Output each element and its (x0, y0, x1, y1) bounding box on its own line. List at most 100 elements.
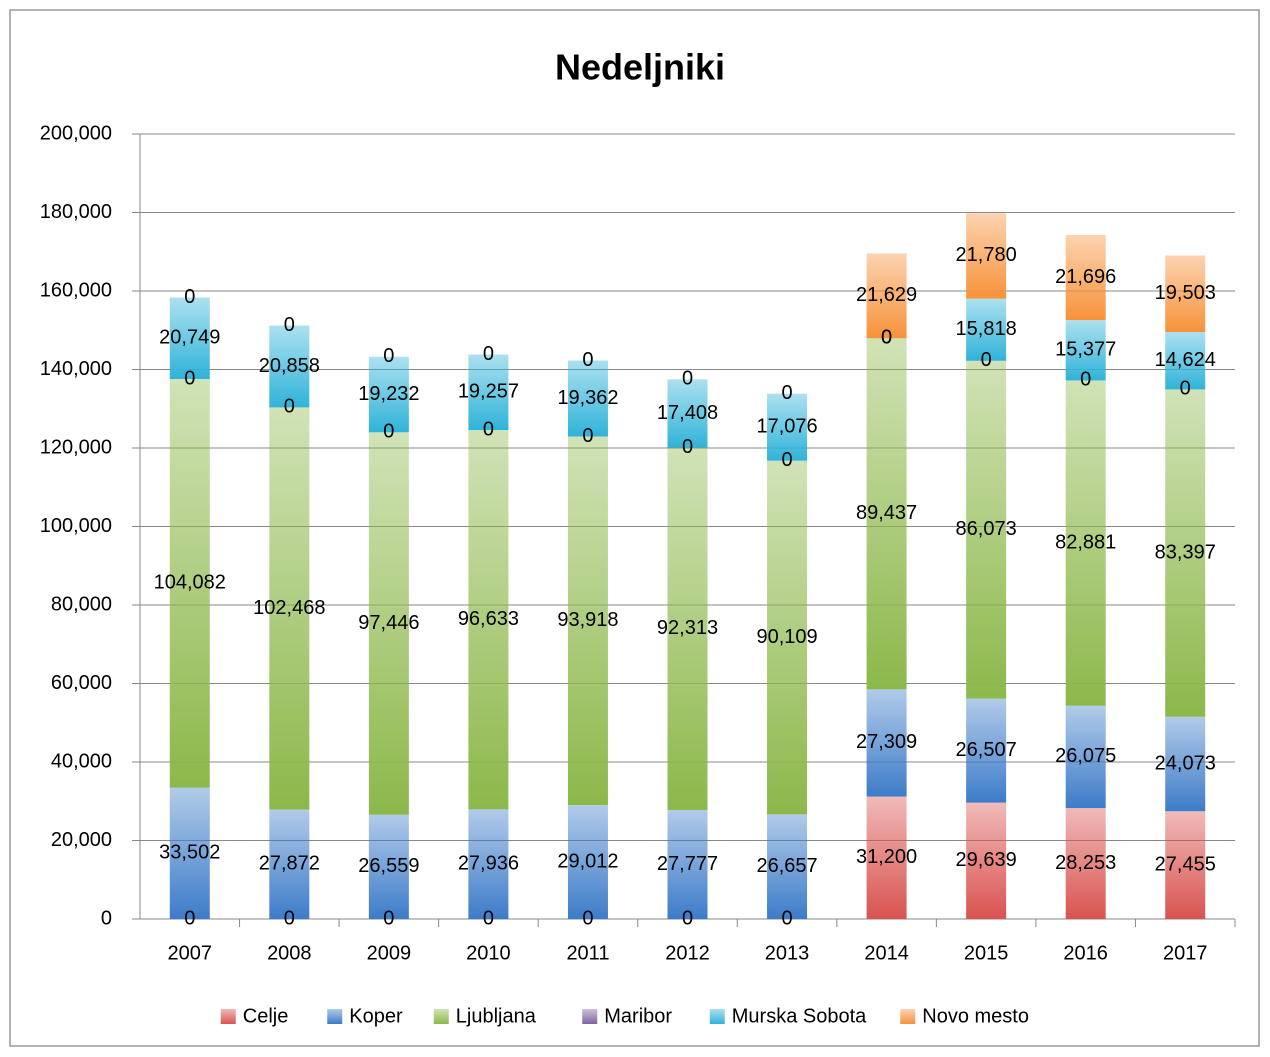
bar-segment (767, 460, 808, 815)
data-label: 82,881 (1055, 531, 1116, 553)
y-tick-label: 60,000 (51, 672, 112, 694)
data-label: 86,073 (956, 518, 1017, 540)
data-label: 27,309 (856, 731, 917, 753)
data-label: 0 (582, 425, 593, 447)
bar-segment (1065, 234, 1106, 321)
data-label: 0 (1080, 369, 1091, 391)
x-tick-label: 2008 (267, 942, 312, 964)
data-label: 0 (781, 907, 792, 929)
data-label: 0 (881, 327, 892, 349)
bar-segment (1065, 380, 1106, 706)
bar-segment (667, 447, 708, 810)
data-label: 20,858 (259, 355, 320, 377)
bar-segment (1065, 320, 1106, 381)
x-tick-label: 2017 (1163, 942, 1208, 964)
legend-label: Koper (349, 1005, 403, 1027)
data-label: 0 (781, 449, 792, 471)
bar-segment (667, 379, 708, 448)
data-label: 28,253 (1055, 852, 1116, 874)
legend-label: Murska Sobota (732, 1005, 867, 1027)
legend-label: Celje (243, 1005, 289, 1027)
bar-segment (169, 378, 210, 788)
bar-segment (269, 325, 310, 408)
legend-label: Ljubljana (456, 1005, 537, 1027)
bar-segment (1065, 808, 1106, 919)
bar-segment (767, 393, 808, 461)
bar-segment (269, 407, 310, 810)
data-label: 0 (483, 418, 494, 440)
bar-segment (468, 809, 509, 919)
bar-segment (1165, 255, 1206, 333)
data-label: 0 (582, 907, 593, 929)
data-label: 0 (284, 314, 295, 336)
bar-segment (966, 360, 1007, 699)
data-label: 0 (284, 907, 295, 929)
x-tick-label: 2007 (168, 942, 213, 964)
bar-segment (368, 356, 409, 433)
data-label: 0 (483, 907, 494, 929)
data-label: 0 (881, 327, 892, 349)
data-label: 24,073 (1155, 752, 1216, 774)
bar-segment (1165, 811, 1206, 919)
y-tick-label: 120,000 (40, 436, 112, 458)
data-label: 83,397 (1155, 541, 1216, 563)
data-label: 0 (184, 286, 195, 308)
data-label: 92,313 (657, 617, 718, 639)
bar-segment (966, 213, 1007, 299)
y-tick-label: 0 (101, 907, 112, 929)
bar-segment (169, 787, 210, 919)
bar-segment (866, 253, 907, 339)
bar-segment (1165, 716, 1206, 812)
data-label: 96,633 (458, 608, 519, 630)
bar-segment (1065, 705, 1106, 809)
x-tick-label: 2016 (1063, 942, 1108, 964)
bar-segment (169, 297, 210, 379)
data-label: 27,455 (1155, 853, 1216, 875)
bar-segment (866, 689, 907, 797)
data-label: 0 (582, 349, 593, 371)
data-label: 26,507 (956, 739, 1017, 761)
y-tick-label: 160,000 (40, 279, 112, 301)
data-label: 17,408 (657, 402, 718, 424)
legend-label: Novo mesto (922, 1005, 1029, 1027)
bar-segment (866, 796, 907, 919)
bar-segment (1165, 332, 1206, 390)
data-label: 15,818 (956, 318, 1017, 340)
bar-segment (567, 436, 608, 806)
data-label: 90,109 (756, 626, 817, 648)
data-label: 89,437 (856, 502, 917, 524)
data-label: 21,696 (1055, 266, 1116, 288)
y-tick-label: 80,000 (51, 593, 112, 615)
data-label: 27,777 (657, 853, 718, 875)
y-tick-label: 140,000 (40, 358, 112, 380)
x-tick-label: 2010 (466, 942, 511, 964)
data-label: 21,629 (856, 284, 917, 306)
bar-segment (468, 354, 509, 431)
data-label: 19,257 (458, 381, 519, 403)
data-label: 14,624 (1155, 349, 1216, 371)
data-label: 0 (184, 907, 195, 929)
data-label: 15,377 (1055, 339, 1116, 361)
x-tick-label: 2011 (566, 942, 609, 964)
data-label: 0 (781, 382, 792, 404)
data-label: 0 (383, 421, 394, 443)
legend-swatch (327, 1009, 343, 1024)
chart-title: Nedeljniki (555, 47, 725, 88)
data-label: 93,918 (557, 609, 618, 631)
y-tick-label: 40,000 (51, 750, 112, 772)
bar-segment (368, 432, 409, 815)
x-tick-label: 2013 (765, 942, 810, 964)
legend-label: Maribor (604, 1005, 672, 1027)
data-label: 17,076 (756, 415, 817, 437)
data-label: 31,200 (856, 846, 917, 868)
chart-frame (9, 9, 1260, 1047)
data-label: 33,502 (159, 842, 220, 864)
data-label: 0 (682, 368, 693, 390)
data-label: 20,749 (159, 327, 220, 349)
legend-swatch (582, 1009, 598, 1024)
bar-segment (866, 338, 907, 690)
data-label: 29,012 (557, 850, 618, 872)
data-label: 97,446 (358, 612, 419, 634)
y-tick-label: 100,000 (40, 515, 112, 537)
data-label: 19,503 (1155, 282, 1216, 304)
